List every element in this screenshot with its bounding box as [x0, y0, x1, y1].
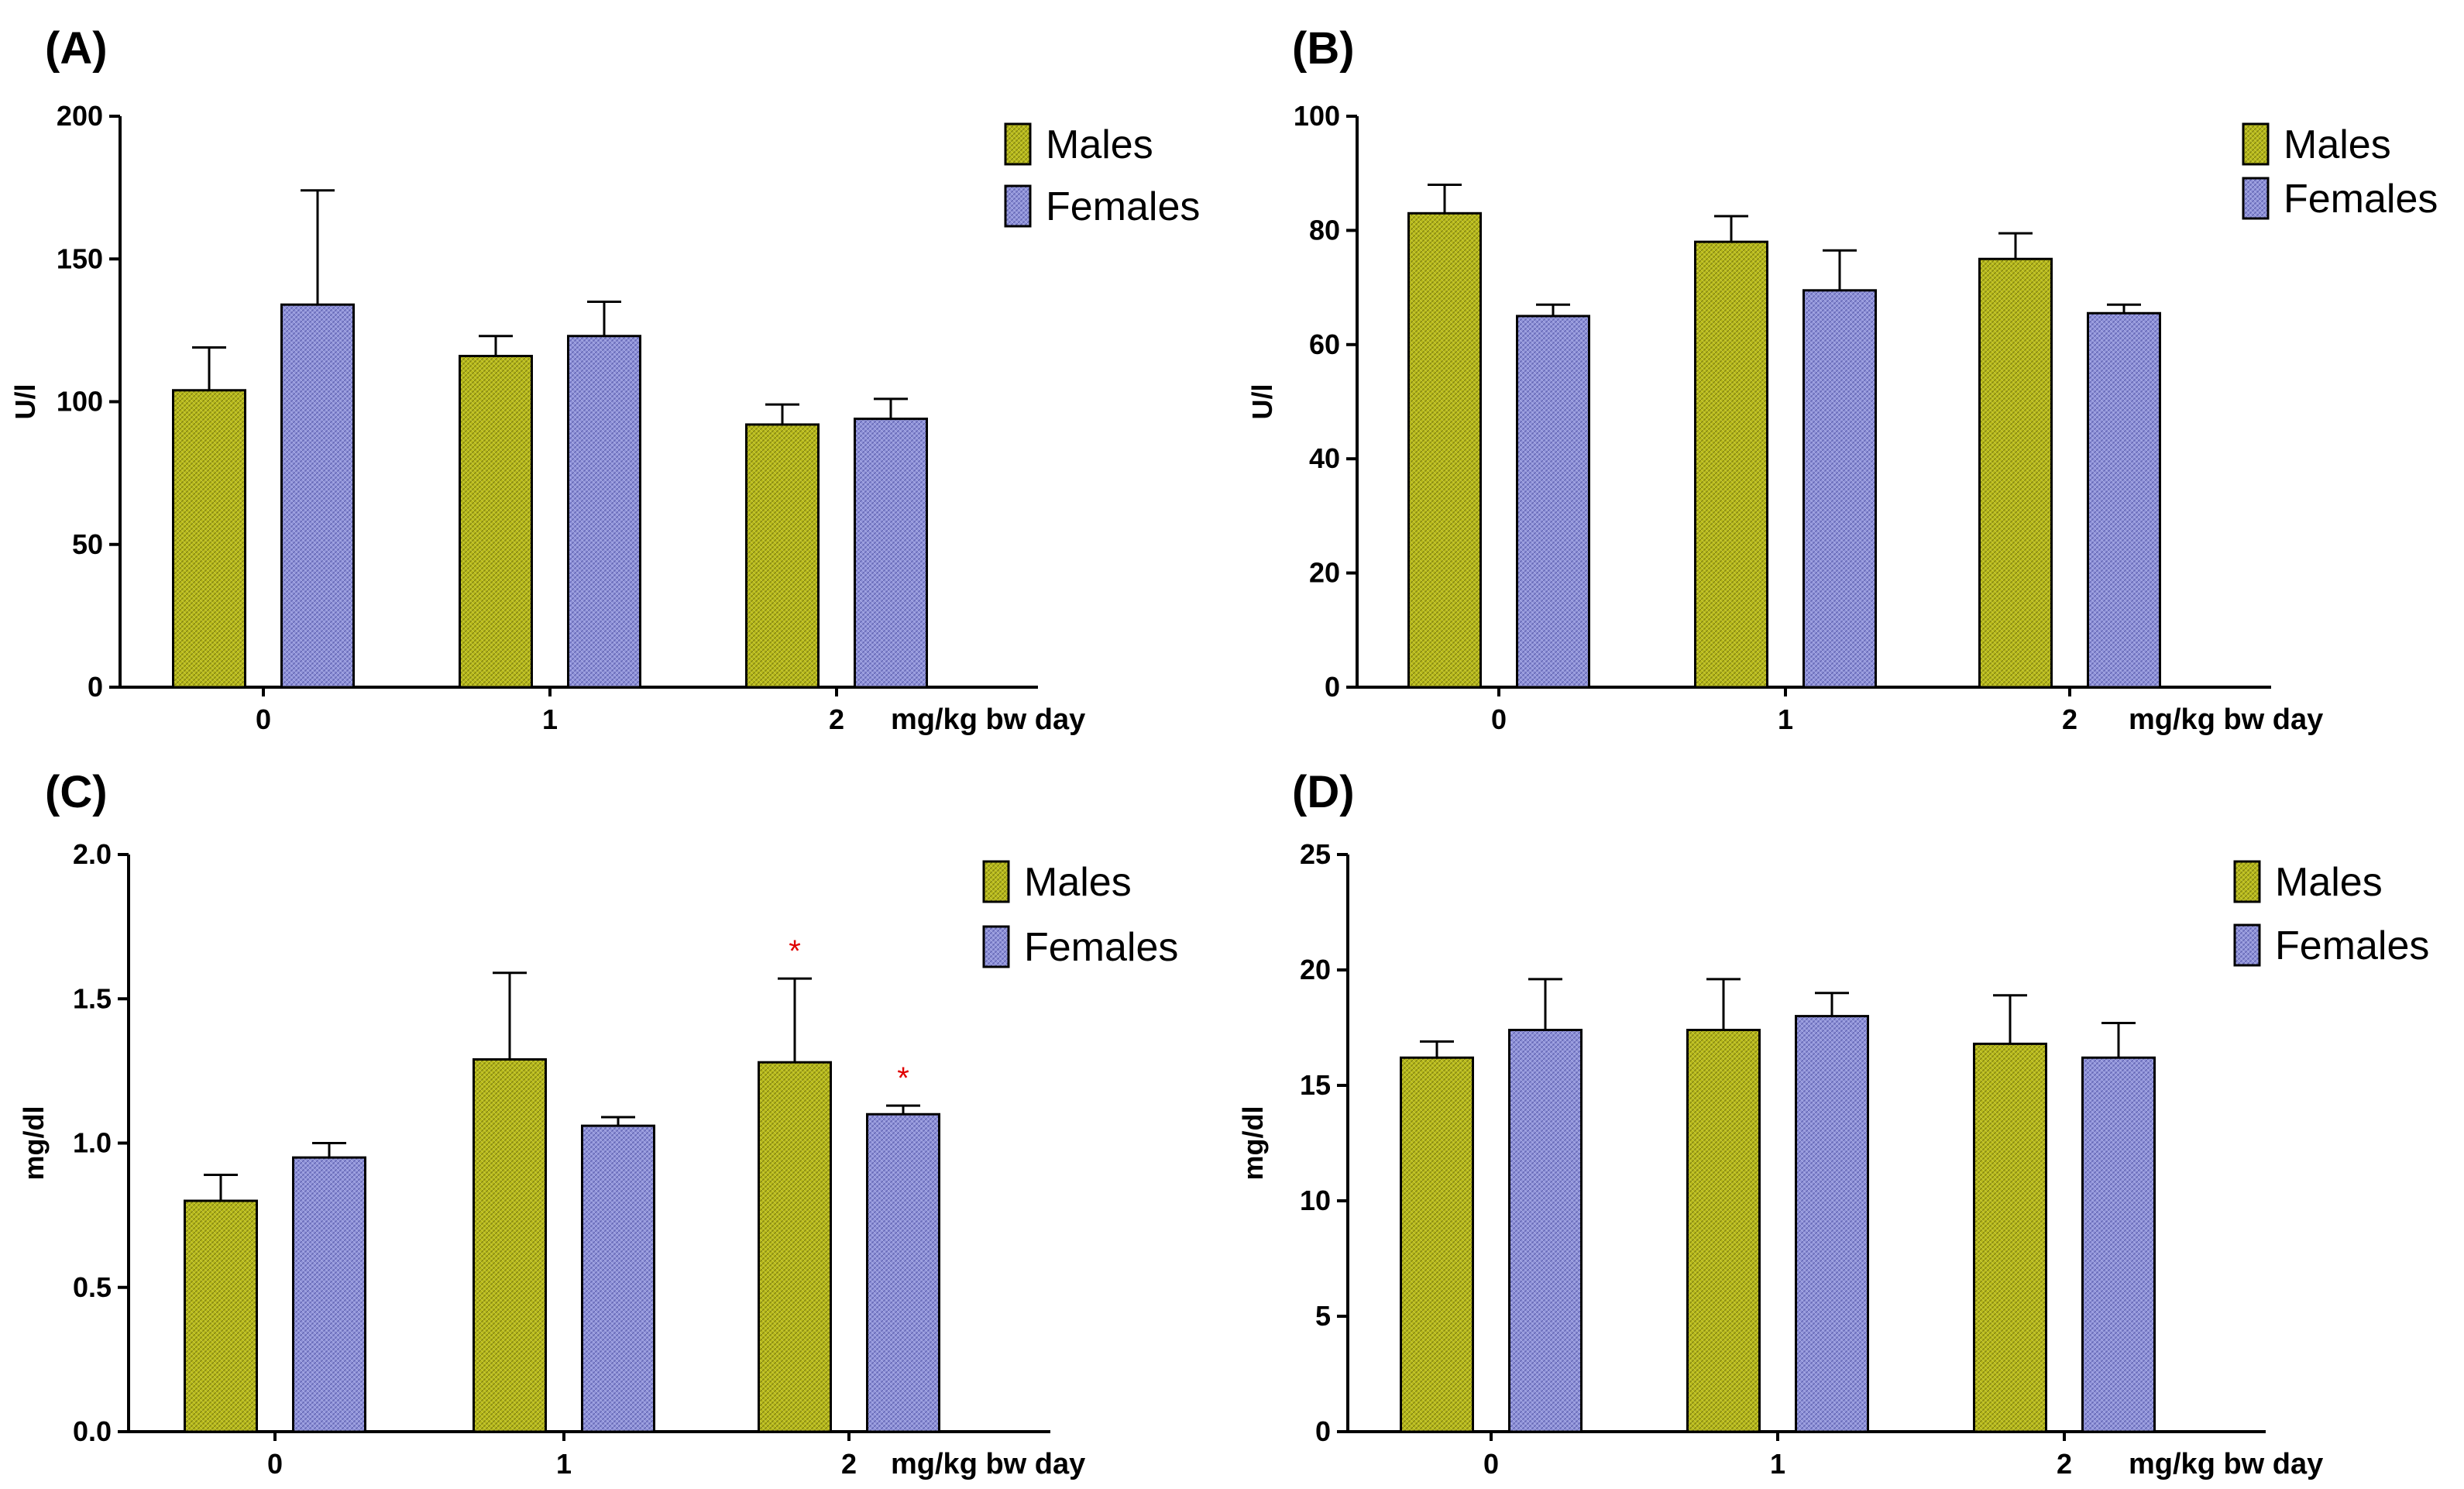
- y-tick-label: 0.5: [73, 1271, 112, 1303]
- x-tick-label: 0: [1483, 1448, 1499, 1480]
- y-tick-label: 60: [1309, 328, 1340, 360]
- y-tick-label: 25: [1300, 838, 1331, 870]
- bar-females: [581, 1124, 655, 1433]
- bar-females: [1516, 315, 1590, 689]
- y-axis-label: U/l: [9, 383, 41, 419]
- legend-swatch-females: [2233, 923, 2261, 967]
- bar-males: [1978, 257, 2053, 689]
- bar-males: [745, 423, 820, 689]
- legend-label-females: Females: [1024, 925, 1178, 970]
- legend-label-females: Females: [2275, 923, 2429, 968]
- legend-label-males: Males: [1024, 860, 1132, 905]
- y-tick-label: 10: [1300, 1185, 1331, 1216]
- significance-marker: *: [897, 1061, 909, 1095]
- panel-label: (A): [45, 23, 108, 74]
- bar-males: [184, 1199, 258, 1433]
- x-tick-label: 2: [841, 1448, 857, 1480]
- x-tick-label: 1: [1778, 703, 1793, 735]
- x-tick-label: 0: [1491, 703, 1507, 735]
- y-tick-label: 80: [1309, 214, 1340, 246]
- legend-swatch-males: [982, 860, 1010, 903]
- bar-males: [1400, 1056, 1474, 1433]
- bar-females: [1795, 1015, 1869, 1433]
- legend-swatch-females: [1004, 184, 1032, 228]
- y-axis-label: mg/dl: [18, 1106, 50, 1181]
- y-tick-label: 20: [1309, 557, 1340, 589]
- x-axis-label: mg/kg bw day: [2129, 1448, 2323, 1480]
- bar-females: [1802, 289, 1877, 689]
- y-tick-label: 0: [88, 671, 103, 703]
- panel-label: (B): [1292, 23, 1355, 74]
- bar-males: [758, 1061, 832, 1433]
- bar-males: [1694, 240, 1768, 689]
- bar-females: [292, 1156, 366, 1433]
- bar-males: [1686, 1028, 1761, 1433]
- bar-males: [1407, 211, 1482, 689]
- bar-males: [473, 1057, 547, 1433]
- bar-females: [2087, 311, 2161, 689]
- x-tick-label: 1: [556, 1448, 572, 1480]
- x-tick-label: 1: [542, 703, 558, 735]
- x-axis-label: mg/kg bw day: [2129, 703, 2323, 736]
- panel-label: (C): [45, 767, 108, 817]
- bar-males: [1973, 1042, 2047, 1433]
- legend-label-males: Males: [2284, 122, 2391, 167]
- x-tick-label: 0: [267, 1448, 283, 1480]
- y-tick-label: 0.0: [73, 1415, 112, 1447]
- y-tick-label: 40: [1309, 442, 1340, 474]
- y-tick-label: 20: [1300, 954, 1331, 985]
- x-tick-label: 2: [829, 703, 844, 735]
- y-axis-label: U/l: [1246, 383, 1278, 419]
- y-tick-label: 200: [57, 100, 103, 132]
- panel-label: (D): [1292, 767, 1355, 817]
- y-tick-label: 1.0: [73, 1127, 112, 1159]
- legend-label-females: Females: [1046, 184, 1200, 229]
- y-tick-label: 0: [1315, 1415, 1331, 1447]
- x-axis-label: mg/kg bw day: [891, 1448, 1085, 1480]
- y-tick-label: 1.5: [73, 982, 112, 1014]
- significance-marker: *: [789, 934, 801, 968]
- legend-swatch-females: [982, 925, 1010, 968]
- bar-females: [1508, 1028, 1583, 1433]
- legend-swatch-males: [2242, 122, 2270, 166]
- y-tick-label: 15: [1300, 1069, 1331, 1101]
- bar-males: [459, 355, 533, 689]
- y-tick-label: 2.0: [73, 838, 112, 870]
- bar-females: [854, 418, 928, 689]
- y-tick-label: 150: [57, 242, 103, 274]
- x-tick-label: 2: [2062, 703, 2077, 735]
- y-tick-label: 100: [57, 386, 103, 418]
- y-tick-label: 50: [72, 528, 103, 560]
- bar-females: [2081, 1056, 2156, 1433]
- legend-swatch-males: [1004, 122, 1032, 166]
- x-tick-label: 2: [2057, 1448, 2072, 1480]
- y-axis-label: mg/dl: [1237, 1106, 1269, 1181]
- legend-label-males: Males: [1046, 122, 1153, 167]
- y-tick-label: 100: [1294, 100, 1340, 132]
- bar-females: [280, 303, 355, 689]
- legend-label-males: Males: [2275, 860, 2383, 905]
- bar-males: [172, 389, 246, 689]
- y-tick-label: 0: [1325, 671, 1340, 703]
- y-tick-label: 5: [1315, 1300, 1331, 1332]
- legend-swatch-males: [2233, 860, 2261, 903]
- x-axis-label: mg/kg bw day: [891, 703, 1085, 736]
- x-tick-label: 1: [1770, 1448, 1785, 1480]
- bar-females: [567, 335, 641, 689]
- legend-label-females: Females: [2284, 177, 2438, 222]
- bar-females: [866, 1112, 940, 1433]
- legend-swatch-females: [2242, 177, 2270, 220]
- x-tick-label: 0: [256, 703, 271, 735]
